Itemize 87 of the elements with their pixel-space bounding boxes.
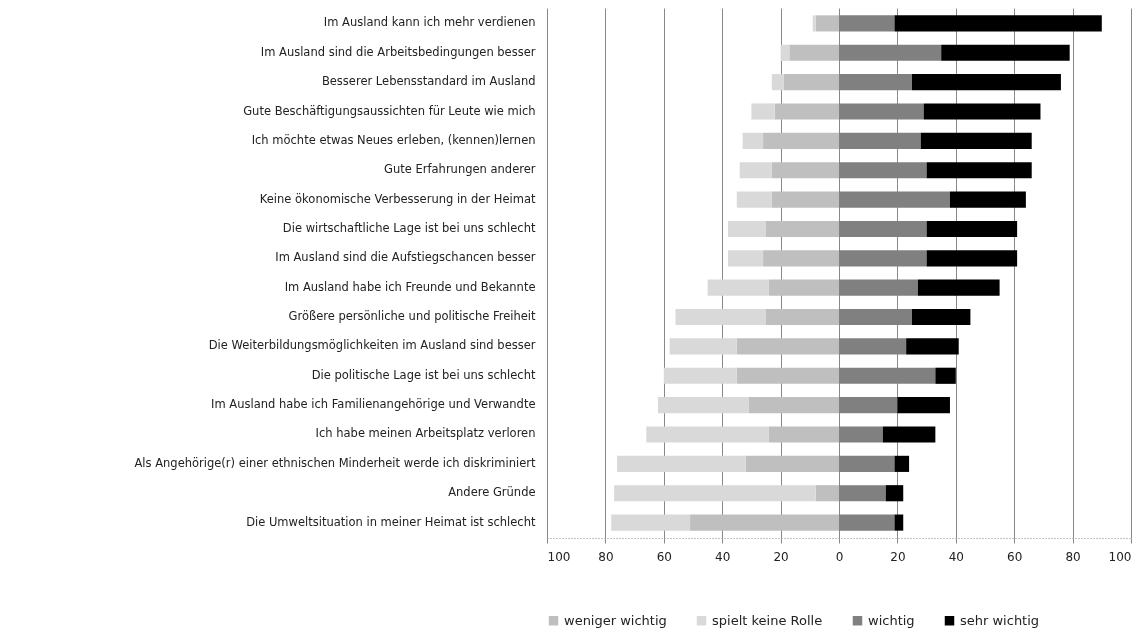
bar — [882, 426, 936, 443]
y-tick-label: Im Ausland kann ich mehr verdienen — [323, 15, 536, 30]
x-tick-label: 60 — [656, 549, 672, 564]
bar — [736, 338, 839, 355]
bar — [774, 103, 839, 120]
bar — [789, 44, 839, 61]
bar — [614, 485, 816, 502]
bar — [926, 162, 1032, 179]
bar — [815, 15, 839, 32]
y-tick-label: Im Ausland sind die Aufstiegschancen besser — [275, 250, 536, 265]
y-tick-label: Als Angehörige(r) einer ethnischen Minderheit werde ich diskriminiert — [134, 455, 536, 470]
bar — [646, 426, 769, 443]
bar — [783, 74, 839, 91]
bar — [771, 74, 784, 91]
x-tick-label: 80 — [598, 549, 614, 564]
bar — [923, 103, 1041, 120]
bar — [780, 44, 790, 61]
x-tick-label: 0 — [835, 549, 844, 564]
bar — [920, 132, 1032, 149]
bar — [894, 514, 904, 531]
y-tick-label: Ich möchte etwas Neues erleben, (kennen)lernen — [251, 132, 536, 147]
bar — [894, 15, 1102, 32]
bar — [748, 397, 839, 414]
bar — [736, 191, 772, 208]
bar — [707, 279, 769, 296]
bar — [894, 455, 910, 472]
bar — [763, 132, 839, 149]
y-tick-label: Besserer Lebensstandard im Ausland — [321, 74, 536, 89]
y-tick-label: Im Ausland habe ich Freunde und Bekannte — [284, 279, 536, 294]
bar — [926, 220, 1018, 238]
y-tick-label: Im Ausland sind die Arbeitsbedingungen besser — [260, 44, 536, 59]
y-tick-label: Die Umweltsituation in meiner Heimat ist schlecht — [246, 514, 536, 529]
bar — [815, 485, 839, 502]
bar — [690, 514, 839, 531]
y-tick-label: Größere persönliche und politische Freiheit — [288, 309, 536, 324]
bar — [766, 308, 839, 326]
bar — [611, 514, 691, 531]
bar — [771, 162, 839, 179]
bar — [669, 338, 737, 355]
y-tick-label: Gute Erfahrungen anderer — [384, 162, 536, 177]
x-tick-label: 40 — [948, 549, 964, 564]
bar — [617, 455, 746, 472]
bar — [771, 191, 839, 208]
bar — [663, 367, 737, 384]
bar — [906, 338, 959, 355]
y-tick-label: Keine ökonomische Verbesserung in der Heimat — [259, 191, 536, 206]
y-tick-label: Die wirtschaftliche Lage ist bei uns schlecht — [282, 220, 536, 235]
x-tick-label: 100 — [547, 549, 571, 564]
bar — [768, 279, 839, 296]
bar — [897, 397, 950, 414]
bar — [766, 220, 839, 238]
y-tick-label: Im Ausland habe ich Familienangehörige und Verwandte — [211, 397, 536, 412]
bar — [742, 132, 764, 149]
x-tick-label: 20 — [773, 549, 789, 564]
bar — [949, 191, 1026, 208]
y-tick-label: Die Weiterbildungsmöglichkeiten im Ausland sind besser — [208, 338, 536, 353]
x-tick-label: 60 — [1007, 549, 1023, 564]
bar — [926, 250, 1018, 267]
bar — [728, 250, 764, 267]
bar — [763, 250, 839, 267]
bar — [812, 15, 816, 32]
bar — [917, 279, 1000, 296]
bar — [885, 485, 904, 502]
y-tick-label: Die politische Lage ist bei uns schlecht — [311, 367, 536, 382]
legend-label: sehr wichtig — [960, 612, 1040, 628]
bar — [736, 367, 839, 384]
bar — [912, 74, 1061, 91]
bar — [745, 455, 839, 472]
bar — [935, 367, 956, 384]
bar — [912, 308, 971, 326]
y-tick-label: Andere Gründe — [448, 485, 536, 500]
bar — [768, 426, 839, 443]
bar — [675, 308, 766, 326]
bar — [728, 220, 766, 238]
x-tick-label: 40 — [715, 549, 731, 564]
legend-label: spielt keine Rolle — [712, 612, 823, 628]
legend-label: weniger wichtig — [564, 612, 667, 628]
bar — [657, 397, 749, 414]
bar — [751, 103, 775, 120]
y-tick-label: Ich habe meinen Arbeitsplatz verloren — [315, 426, 536, 441]
x-tick-label: 20 — [890, 549, 906, 564]
x-tick-label: 80 — [1065, 549, 1081, 564]
bar — [941, 44, 1070, 61]
bar — [739, 162, 772, 179]
legend-label: wichtig — [868, 612, 915, 628]
y-tick-label: Gute Beschäftigungsaussichten für Leute wie mich — [243, 103, 536, 118]
x-tick-label: 100 — [1108, 549, 1132, 564]
